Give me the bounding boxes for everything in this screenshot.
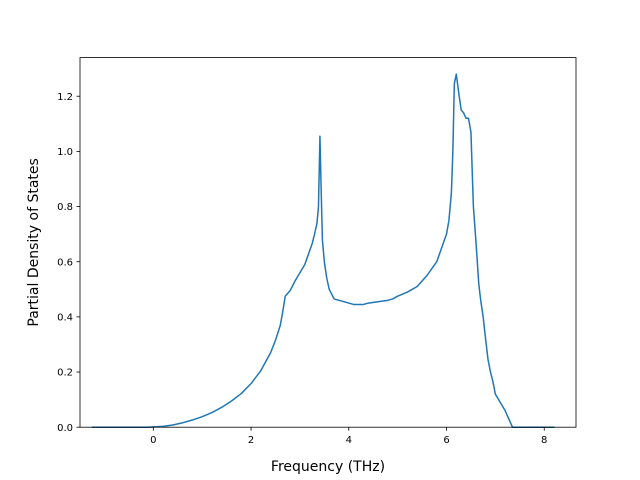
y-axis-ticks: 0.0 0.2 0.4 0.6 0.8 1.0 1.2 xyxy=(57,92,80,434)
pdos-series-line-0 xyxy=(91,73,555,428)
y-tick-label: 1.2 xyxy=(57,92,73,103)
x-tick-label: 6 xyxy=(443,435,449,446)
plot-layer xyxy=(91,73,555,428)
y-tick-label: 0.8 xyxy=(57,202,73,213)
axes-frame xyxy=(79,57,577,428)
y-axis-title: Partial Density of States xyxy=(26,158,42,326)
x-axis-title: Frequency (THz) xyxy=(271,459,385,475)
x-axis-ticks: 0 2 4 6 8 xyxy=(150,427,547,446)
x-tick-label: 4 xyxy=(346,435,352,446)
x-tick-label: 8 xyxy=(541,435,547,446)
y-tick-label: 0.2 xyxy=(57,368,73,379)
y-tick-label: 1.0 xyxy=(57,147,73,158)
y-tick-label: 0.6 xyxy=(57,257,73,268)
y-tick-label: 0.0 xyxy=(57,423,73,434)
x-tick-label: 2 xyxy=(248,435,254,446)
x-tick-label: 0 xyxy=(150,435,156,446)
y-tick-label: 0.4 xyxy=(57,312,73,323)
